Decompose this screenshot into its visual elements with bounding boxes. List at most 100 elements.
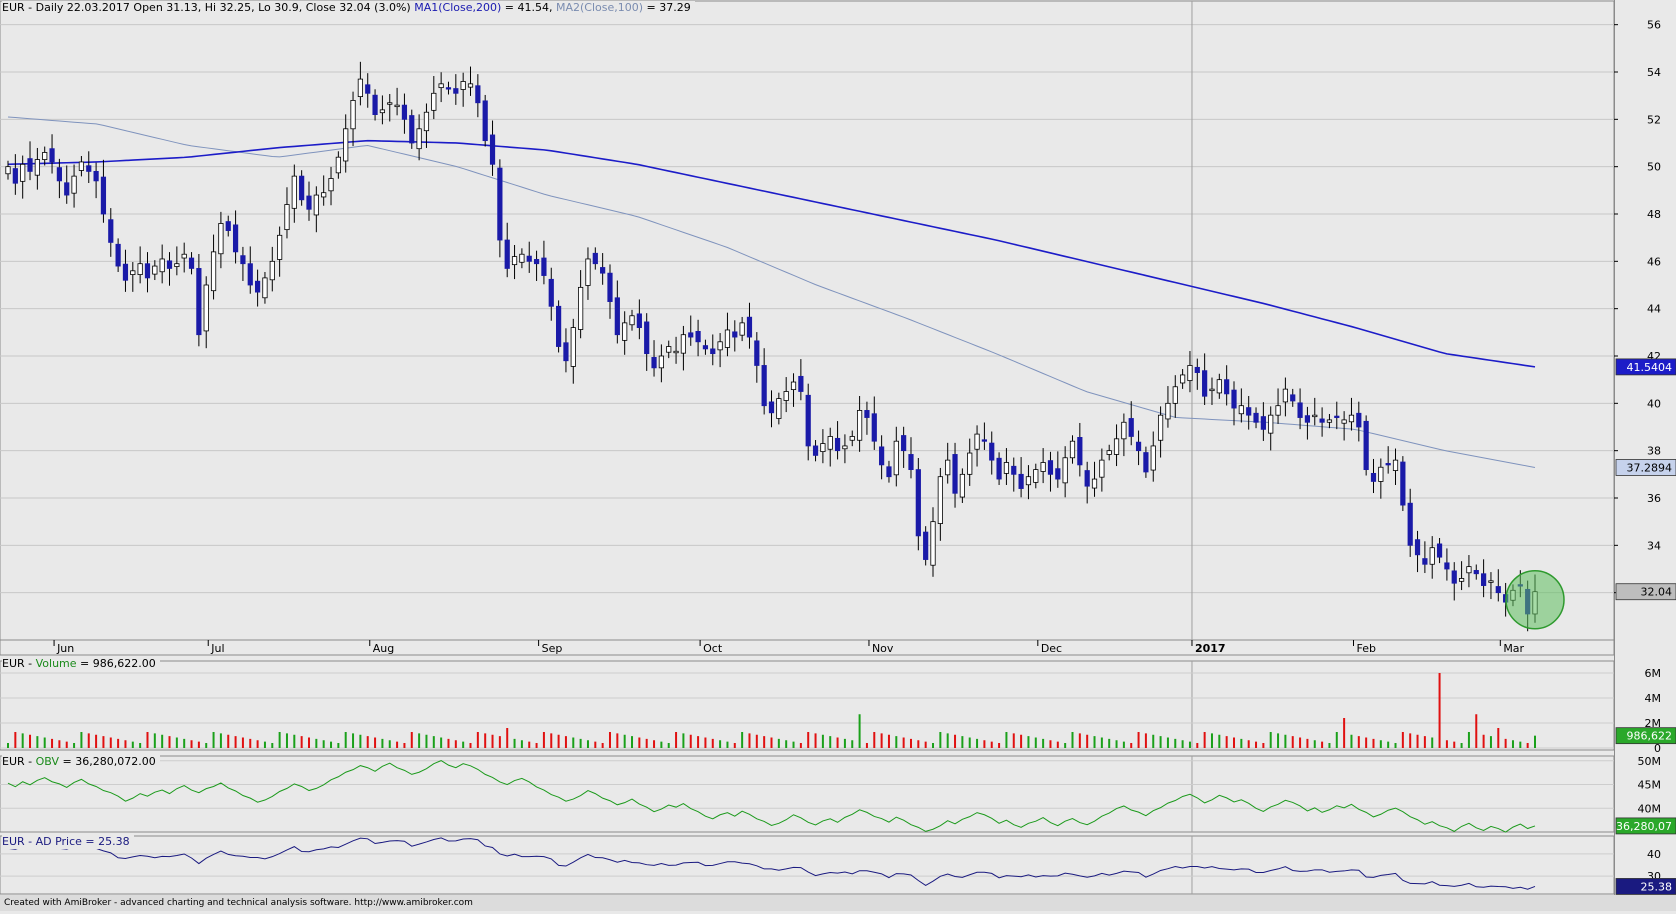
candle-body (1363, 420, 1369, 471)
volume-bar (697, 736, 700, 748)
date-label: Jun (56, 642, 74, 655)
candle-body (489, 134, 496, 165)
volume-bar (792, 741, 795, 748)
candle-body (247, 263, 253, 286)
volume-bar (293, 734, 296, 748)
volume-bar (1423, 736, 1426, 748)
candle-body (923, 531, 929, 560)
candle-body (27, 158, 33, 172)
volume-bar (1291, 736, 1294, 748)
candle-body (284, 204, 290, 231)
volume-bar (1218, 734, 1221, 748)
volume-bar (1343, 718, 1346, 748)
ad-axis-label: 40 (1647, 848, 1661, 861)
volume-bar (932, 743, 935, 748)
volume-bar (660, 741, 663, 748)
volume-bar (807, 732, 810, 748)
volume-bar (843, 738, 846, 748)
candle-body (1290, 394, 1296, 402)
volume-bar (1269, 732, 1272, 748)
volume-bar (998, 743, 1001, 748)
volume-bar (256, 740, 259, 748)
candle-body (695, 330, 701, 343)
candle-body (1003, 462, 1010, 474)
volume-bar (197, 741, 200, 748)
volume-bar (447, 738, 450, 748)
volume-bar (1056, 741, 1059, 748)
volume-bar (1174, 738, 1177, 748)
volume-bar (1299, 737, 1302, 748)
candle-body (1407, 502, 1413, 546)
candle-body (732, 331, 738, 338)
volume-bar (1313, 740, 1316, 748)
candle-body (959, 473, 965, 498)
candle-body (42, 152, 48, 160)
volume-bar (1064, 743, 1067, 748)
candle-body (820, 443, 826, 453)
volume-bar (139, 743, 142, 748)
volume-bar (1093, 736, 1096, 748)
candle-body (1400, 461, 1406, 506)
candle-body (137, 263, 143, 275)
volume-bar (821, 734, 824, 748)
ad-pane-header: EUR - AD Price = 25.38 (2, 835, 134, 849)
obv-badge-box (1615, 817, 1676, 835)
candle-body (644, 321, 650, 355)
volume-bar (520, 740, 523, 748)
candle-body (746, 316, 753, 338)
candle-body (798, 375, 804, 392)
price-axis-label: 36 (1647, 492, 1661, 505)
volume-bar (1049, 740, 1052, 748)
candle-body (1069, 440, 1076, 459)
candle-body (379, 109, 386, 114)
candle-body (761, 365, 767, 407)
volume-badge-box (1615, 727, 1676, 745)
candle-body (321, 192, 327, 198)
volume-bar (153, 733, 156, 748)
candle-body (357, 78, 363, 98)
ad-badge-box (1615, 878, 1676, 895)
candle-body (680, 334, 687, 354)
volume-bar (1511, 740, 1514, 748)
volume-bar (65, 741, 68, 748)
volume-bar (631, 736, 634, 748)
candle-body (842, 445, 848, 450)
volume-bar (726, 741, 729, 748)
candle-body (394, 104, 400, 108)
volume-bar (946, 733, 949, 748)
volume-bar (359, 734, 362, 748)
candle-body (511, 256, 518, 266)
volume-bar (829, 736, 832, 748)
candle-body (431, 92, 437, 111)
volume-bar (80, 732, 83, 748)
candle-body (739, 322, 745, 336)
candle-body (1099, 459, 1105, 478)
candle-body (952, 454, 958, 494)
obv-pane-frame (0, 755, 1615, 833)
volume-pane-header: EUR - Volume = 986,622.00 (2, 657, 160, 671)
volume-bar (117, 738, 120, 748)
date-label: Feb (1356, 642, 1375, 655)
volume-bar (572, 737, 575, 748)
volume-bar (1108, 738, 1111, 748)
volume-bar (131, 741, 134, 748)
volume-bar (1203, 732, 1206, 748)
volume-bar (1130, 743, 1133, 748)
ma2-value: = 37.29 (643, 1, 691, 14)
candle-body (306, 195, 312, 210)
volume-bar (234, 736, 237, 748)
volume-bar (1152, 734, 1155, 748)
candle-body (1062, 457, 1068, 484)
volume-bar (403, 743, 406, 748)
volume-bar (95, 734, 98, 748)
date-label: Mar (1503, 642, 1524, 655)
volume-bar (462, 741, 465, 748)
candle-body (1282, 388, 1288, 403)
candle-body (277, 234, 283, 260)
volume-bar (594, 741, 597, 748)
obv-axis-label: 45M (1638, 779, 1662, 792)
volume-bar (909, 738, 912, 748)
volume-bar (1181, 740, 1184, 748)
